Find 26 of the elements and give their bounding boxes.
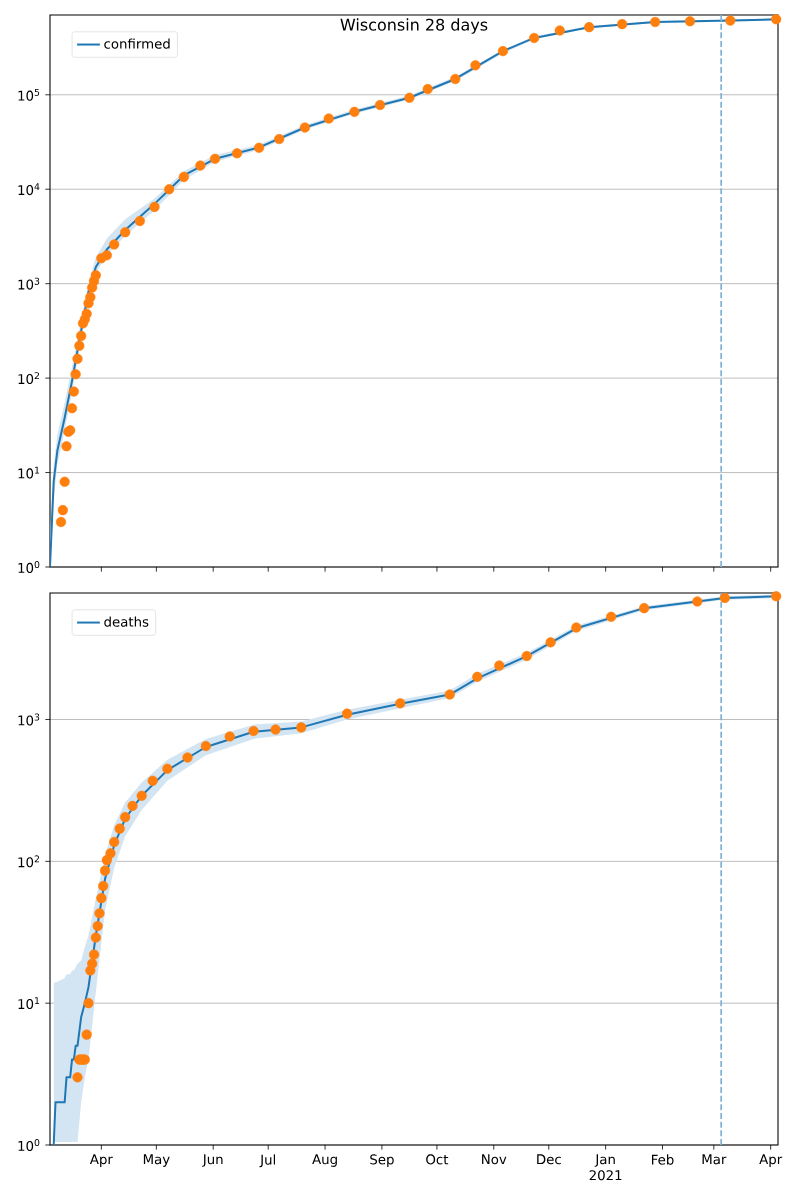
y-tick-label: 10$^{2}$ — [18, 855, 40, 868]
y-tick-label: 10$^{2}$ — [18, 372, 40, 385]
chart-title: Wisconsin 28 days — [340, 18, 488, 34]
y-tick-label: 10$^{3}$ — [18, 277, 40, 290]
y-tick-label: 10$^{4}$ — [18, 183, 40, 196]
x-tick-label: Dec — [537, 1154, 561, 1165]
x-tick-label: Apr — [759, 1154, 783, 1167]
x-tick-label: Nov — [482, 1154, 507, 1165]
y-tick-label: 10$^{1}$ — [18, 466, 40, 479]
y-tick-label: 10$^{0}$ — [18, 561, 40, 573]
x-tick-label: Feb — [652, 1154, 674, 1165]
y-tick-label: 10$^{0}$ — [18, 1139, 40, 1151]
x-tick-label: Aug — [312, 1154, 337, 1167]
x-tick-label: May — [143, 1154, 170, 1167]
x-tick-label: Jun — [202, 1154, 223, 1167]
y-tick-label: 10$^{1}$ — [18, 997, 40, 1010]
x-tick-label: Jan 2021 — [589, 1154, 622, 1181]
x-tick-label: Oct — [426, 1154, 449, 1165]
x-tick-label: Sep — [370, 1154, 394, 1168]
legend-label: deaths — [104, 616, 149, 627]
y-tick-label: 10$^{3}$ — [18, 713, 40, 726]
x-tick-label: Apr — [89, 1154, 113, 1167]
legend-label: confirmed — [104, 38, 170, 49]
x-tick-label: Jul — [259, 1154, 276, 1168]
y-tick-label: 10$^{5}$ — [18, 88, 40, 101]
x-tick-label: Mar — [702, 1154, 727, 1165]
